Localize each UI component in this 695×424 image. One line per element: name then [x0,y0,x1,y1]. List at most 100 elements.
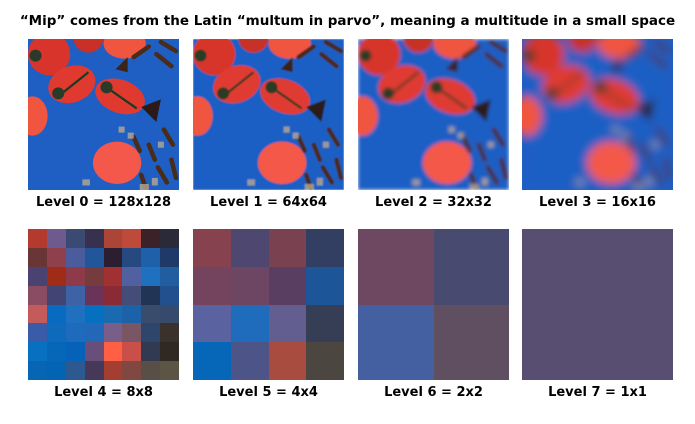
mip-pixel [46,342,66,362]
mip-pixel [28,361,47,380]
mip-level-3: Level 3 = 16x16 [522,39,673,210]
mip-pixel [160,285,179,305]
mip-pixel [65,266,85,286]
mip-pixel [28,323,47,343]
mip-pixel [84,285,104,305]
mip-pixel [230,229,269,267]
mip-pixel [28,266,47,286]
mip-pixel [306,342,344,380]
mip-pixel [141,323,161,343]
level-label: Level 2 = 32x32 [375,195,492,210]
level-label: Level 3 = 16x16 [539,195,656,210]
mip-pixel [103,361,123,380]
level-label: Level 1 = 64x64 [210,195,327,210]
mip-level-1: Level 1 = 64x64 [193,39,344,210]
mip-pixel [46,323,66,343]
mip-pixel [103,285,123,305]
mip-pixel [193,229,231,267]
mip-pixel [160,342,179,362]
mip-pixel [46,285,66,305]
mip-pixel [28,304,47,324]
mip-pixel [84,229,104,248]
mip-pixel [84,323,104,343]
mip-level-0: Level 0 = 128x128 [28,39,179,210]
mip-pixel [141,247,161,267]
mip-pixel [46,266,66,286]
mip-pixel [160,266,179,286]
mip-pixel [122,229,142,248]
mip-pixel [193,304,231,343]
mip-pixel [160,229,179,248]
mip-pixel [84,247,104,267]
ladybug-image-level-1 [193,39,344,190]
mip-pixel [122,361,142,380]
mip-pixel [28,342,47,362]
ladybug-image-level-0 [28,39,179,190]
mip-pixel [230,304,269,343]
mip-pixel [268,304,307,343]
mip-pixel [141,304,161,324]
mip-pixel [268,266,307,305]
mip-pixel [65,304,85,324]
mip-pixel [84,342,104,362]
mip-pixel [141,229,161,248]
mip-pixel [103,229,123,248]
mip-pixel [141,285,161,305]
level-label: Level 5 = 4x4 [219,385,318,400]
mip-pixel [122,323,142,343]
mip-pixel [103,304,123,324]
mip-pixel [306,229,344,267]
mip-level-4: Level 4 = 8x8 [28,229,179,400]
mip-pixel [141,361,161,380]
mip-pixel [522,229,673,380]
mip-pixel [268,229,307,267]
mip-level-5: Level 5 = 4x4 [193,229,344,400]
mip-pixel [141,342,161,362]
mip-pixel [84,361,104,380]
mip-level-6: Level 6 = 2x2 [358,229,509,400]
pixel-grid-2x2 [358,229,509,380]
mip-pixel [65,323,85,343]
mip-level-2: Level 2 = 32x32 [358,39,509,210]
mip-pixel [433,304,509,380]
mip-pixel [46,247,66,267]
mip-pixel [122,285,142,305]
ladybug-image-level-3 [522,39,673,190]
mip-pixel [230,266,269,305]
mip-pixel [122,342,142,362]
mip-pixel [358,304,434,380]
slide-title: “Mip” comes from the Latin “multum in pa… [19,13,676,29]
mip-pixel [84,304,104,324]
level-label: Level 4 = 8x8 [54,385,153,400]
mip-pixel [122,266,142,286]
mip-pixel [160,247,179,267]
mip-pixel [358,229,434,305]
mip-pixel [230,342,269,380]
mip-pixel [46,304,66,324]
mip-pixel [160,361,179,380]
level-label: Level 0 = 128x128 [35,195,172,210]
mip-pixel [46,361,66,380]
mip-pixel [28,229,47,248]
mip-pixel [46,229,66,248]
mip-pixel [65,285,85,305]
mip-pixel [65,229,85,248]
mip-pixel [306,266,344,305]
level-label: Level 7 = 1x1 [548,385,647,400]
mip-pixel [160,304,179,324]
mip-pixel [28,285,47,305]
mip-pixel [193,342,231,380]
mip-pixel [306,304,344,343]
pixel-grid-8x8 [28,229,179,380]
mip-pixel [122,304,142,324]
mip-pixel [103,342,123,362]
pixel-grid-1x1 [522,229,673,380]
pixel-grid-4x4 [193,229,344,380]
mip-pixel [65,361,85,380]
mip-pixel [103,323,123,343]
mip-pixel [84,266,104,286]
mip-pixel [433,229,509,305]
mip-pixel [268,342,307,380]
mip-level-7: Level 7 = 1x1 [522,229,673,400]
mip-pixel [193,266,231,305]
